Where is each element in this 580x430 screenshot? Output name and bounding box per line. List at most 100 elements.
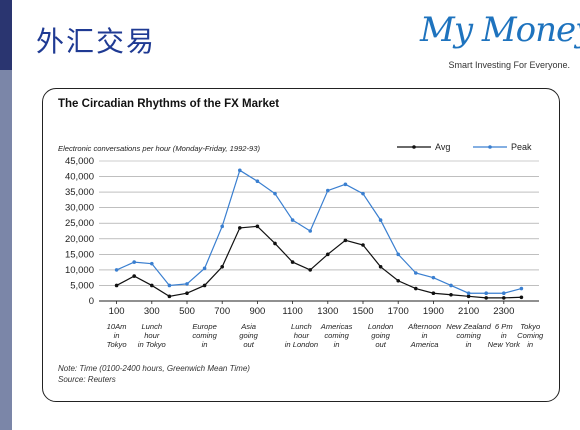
data-point-peak bbox=[132, 260, 136, 264]
top-decorative-stripe bbox=[0, 0, 12, 70]
annotation-label: in bbox=[527, 340, 533, 349]
data-point-peak bbox=[484, 291, 489, 296]
data-point-avg bbox=[466, 294, 471, 299]
data-point-avg bbox=[502, 296, 506, 300]
logo: My Money Smart Investing For Everyone. bbox=[420, 6, 580, 70]
data-point-avg bbox=[202, 283, 207, 288]
logo-tagline: Smart Investing For Everyone. bbox=[448, 60, 570, 70]
chart-notes: Note: Time (0100-2400 hours, Greenwich M… bbox=[58, 363, 250, 385]
data-point-avg bbox=[114, 283, 119, 288]
annotation-label: hour bbox=[294, 331, 310, 340]
data-point-avg bbox=[238, 226, 242, 230]
data-point-peak bbox=[396, 252, 401, 257]
data-point-peak bbox=[378, 218, 383, 222]
annotation-label: 6 Pm bbox=[495, 322, 513, 331]
data-point-avg bbox=[484, 296, 489, 300]
annotation-label: in bbox=[422, 331, 428, 340]
data-point-peak bbox=[220, 224, 224, 229]
annotation-label: out bbox=[243, 340, 254, 349]
legend-label-peak: Peak bbox=[511, 142, 532, 152]
left-decorative-band bbox=[0, 0, 12, 430]
series-line-avg bbox=[116, 225, 522, 299]
annotation-label: in bbox=[202, 340, 208, 349]
data-point-peak bbox=[202, 266, 207, 271]
annotation-label: Tokyo bbox=[107, 340, 127, 349]
data-point-peak bbox=[290, 218, 295, 222]
data-point-peak bbox=[502, 291, 506, 296]
y-tick-label: 30,000 bbox=[65, 203, 94, 214]
annotation-label: going bbox=[371, 331, 390, 340]
data-point-peak bbox=[449, 283, 453, 288]
data-point-avg bbox=[449, 292, 453, 297]
annotation-label: New York bbox=[488, 340, 522, 349]
data-point-peak bbox=[255, 179, 260, 184]
annotation-label: hour bbox=[144, 331, 160, 340]
annotation-label: Asia bbox=[240, 322, 256, 331]
y-tick-label: 40,000 bbox=[65, 172, 94, 183]
data-point-avg bbox=[378, 264, 383, 269]
annotation-label: New Zealand bbox=[446, 322, 492, 331]
data-point-peak bbox=[185, 282, 189, 286]
x-tick-label: 900 bbox=[249, 306, 265, 317]
data-point-avg bbox=[414, 286, 418, 291]
data-point-avg bbox=[519, 295, 524, 300]
legend-marker-avg bbox=[412, 145, 416, 149]
annotation-label: coming bbox=[456, 331, 481, 340]
series-line-peak bbox=[116, 169, 522, 294]
data-point-peak bbox=[361, 191, 365, 196]
x-tick-label: 700 bbox=[214, 306, 230, 317]
y-tick-label: 20,000 bbox=[65, 234, 94, 245]
data-point-avg bbox=[273, 241, 277, 246]
annotation-label: Afternoon bbox=[407, 322, 441, 331]
x-tick-label: 2100 bbox=[458, 306, 479, 317]
x-tick-label: 2300 bbox=[493, 306, 514, 317]
annotation-label: coming bbox=[324, 331, 349, 340]
y-tick-label: 25,000 bbox=[65, 218, 94, 229]
x-tick-label: 1700 bbox=[388, 306, 409, 317]
annotation-label: Lunch bbox=[291, 322, 312, 331]
data-point-peak bbox=[167, 283, 172, 288]
data-point-avg bbox=[290, 260, 295, 264]
logo-text: My Money bbox=[420, 10, 580, 50]
annotation-label: America bbox=[410, 340, 439, 349]
x-tick-label: 100 bbox=[109, 306, 125, 317]
annotation-label: Coming bbox=[517, 331, 544, 340]
data-point-peak bbox=[326, 188, 330, 193]
data-point-avg bbox=[308, 268, 313, 272]
data-point-peak bbox=[414, 271, 418, 275]
data-point-peak bbox=[519, 286, 524, 291]
note-source: Source: Reuters bbox=[58, 375, 116, 384]
annotation-label: in bbox=[501, 331, 507, 340]
chart-title: The Circadian Rhythms of the FX Market bbox=[58, 98, 280, 110]
annotation-label: in London bbox=[285, 340, 318, 349]
annotation-label: 10Am bbox=[107, 322, 127, 331]
data-point-avg bbox=[431, 291, 436, 296]
annotation-label: Tokyo bbox=[520, 322, 540, 331]
y-axis-label: Electronic conversations per hour (Monda… bbox=[58, 144, 261, 153]
slide-title: 外汇交易 bbox=[36, 25, 157, 58]
annotation-label: in Tokyo bbox=[138, 340, 166, 349]
data-point-avg bbox=[167, 294, 172, 299]
y-tick-label: 15,000 bbox=[65, 249, 94, 260]
annotation-label: in bbox=[114, 331, 120, 340]
legend-label-avg: Avg bbox=[435, 142, 450, 152]
annotation-label: London bbox=[368, 322, 393, 331]
x-tick-label: 1900 bbox=[423, 306, 444, 317]
x-tick-label: 1500 bbox=[352, 306, 373, 317]
data-point-peak bbox=[150, 261, 154, 266]
data-point-avg bbox=[326, 252, 330, 257]
data-point-peak bbox=[308, 229, 313, 233]
annotation-label: Americas bbox=[320, 322, 353, 331]
x-tick-label: 300 bbox=[144, 306, 160, 317]
data-point-avg bbox=[185, 291, 189, 296]
legend-marker-peak bbox=[488, 145, 492, 149]
annotation-label: going bbox=[239, 331, 258, 340]
fx-line-chart: Electronic conversations per hour (Monda… bbox=[58, 142, 544, 349]
data-point-peak bbox=[431, 275, 436, 280]
data-point-avg bbox=[361, 243, 365, 247]
x-tick-label: 1300 bbox=[317, 306, 338, 317]
data-point-avg bbox=[220, 264, 224, 269]
x-tick-label: 500 bbox=[179, 306, 195, 317]
annotation-label: Lunch bbox=[141, 322, 162, 331]
data-point-peak bbox=[466, 291, 471, 296]
